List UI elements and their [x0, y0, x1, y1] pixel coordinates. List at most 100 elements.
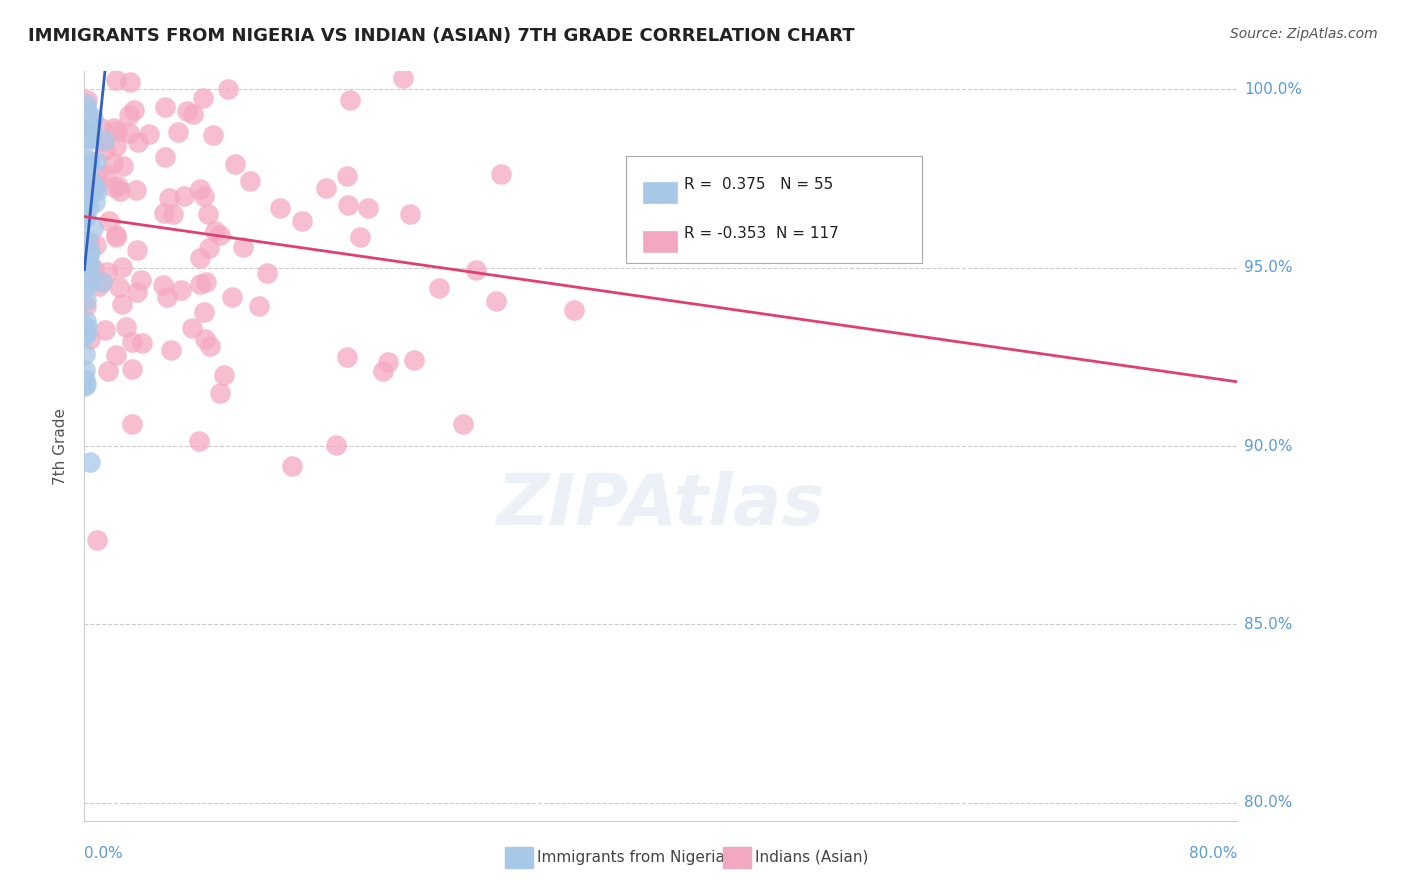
- Point: [121, 362, 143, 376]
- Point: [79, 245, 101, 260]
- Point: [118, 126, 141, 140]
- Point: [75, 314, 97, 328]
- Text: R =  0.375   N = 55: R = 0.375 N = 55: [685, 177, 834, 192]
- Point: [111, 297, 134, 311]
- Point: [107, 280, 129, 294]
- Point: [104, 139, 127, 153]
- Point: [93, 323, 115, 337]
- Point: [121, 334, 143, 349]
- Point: [104, 348, 127, 362]
- Point: [83, 178, 105, 193]
- Point: [291, 214, 314, 228]
- Point: [224, 157, 246, 171]
- Point: [98, 214, 121, 228]
- Point: [330, 50, 353, 64]
- Point: [75, 272, 97, 286]
- Point: [125, 184, 148, 198]
- Point: [195, 275, 218, 289]
- Point: [166, 125, 188, 139]
- Point: [75, 135, 97, 149]
- Point: [79, 130, 101, 145]
- Point: [127, 285, 149, 299]
- Point: [153, 100, 176, 114]
- Point: [247, 299, 270, 313]
- Point: [75, 209, 97, 223]
- Text: 80.0%: 80.0%: [1244, 796, 1292, 810]
- Point: [404, 352, 426, 367]
- Point: [157, 191, 180, 205]
- Point: [75, 327, 97, 342]
- Point: [131, 336, 153, 351]
- Point: [73, 327, 96, 342]
- Point: [76, 234, 98, 248]
- Point: [336, 350, 359, 364]
- Y-axis label: 7th Grade: 7th Grade: [53, 408, 69, 484]
- Point: [160, 343, 183, 357]
- Point: [391, 71, 413, 86]
- Point: [87, 168, 110, 182]
- Point: [208, 227, 231, 242]
- Point: [377, 355, 399, 369]
- Point: [103, 121, 125, 136]
- Point: [465, 262, 488, 277]
- Point: [193, 305, 215, 319]
- Point: [152, 278, 174, 293]
- Point: [80, 122, 103, 136]
- Point: [84, 179, 107, 194]
- Point: [82, 112, 104, 126]
- Text: ZIPAtlas: ZIPAtlas: [496, 472, 825, 541]
- Point: [77, 186, 100, 200]
- Point: [80, 114, 103, 128]
- Text: Source: ZipAtlas.com: Source: ZipAtlas.com: [1230, 27, 1378, 41]
- Point: [239, 174, 262, 188]
- Point: [197, 207, 219, 221]
- Point: [325, 438, 347, 452]
- Point: [214, 368, 236, 382]
- Point: [398, 207, 420, 221]
- Point: [80, 273, 103, 287]
- Point: [105, 124, 128, 138]
- Point: [489, 168, 512, 182]
- Text: 95.0%: 95.0%: [1244, 260, 1292, 275]
- Point: [96, 168, 118, 182]
- Point: [75, 97, 97, 112]
- Text: 85.0%: 85.0%: [1244, 617, 1292, 632]
- Point: [201, 128, 224, 143]
- Point: [562, 302, 585, 317]
- Point: [103, 156, 125, 170]
- Point: [180, 321, 202, 335]
- Point: [176, 104, 198, 119]
- Point: [87, 278, 110, 293]
- Point: [150, 46, 173, 61]
- Point: [75, 189, 97, 203]
- Point: [93, 46, 115, 61]
- Point: [127, 135, 149, 149]
- Point: [118, 108, 141, 122]
- Text: Immigrants from Nigeria: Immigrants from Nigeria: [537, 850, 725, 864]
- Point: [138, 127, 160, 141]
- Point: [111, 159, 134, 173]
- Point: [217, 82, 239, 96]
- Point: [76, 93, 98, 107]
- Point: [79, 155, 101, 169]
- Point: [107, 178, 129, 193]
- Point: [77, 243, 100, 257]
- Point: [269, 201, 291, 215]
- Point: [73, 347, 96, 361]
- Point: [188, 251, 211, 265]
- Point: [83, 262, 105, 277]
- Point: [122, 103, 145, 117]
- Text: 0.0%: 0.0%: [84, 846, 124, 861]
- Point: [191, 91, 214, 105]
- Point: [79, 173, 101, 187]
- Point: [170, 283, 193, 297]
- Point: [77, 200, 100, 214]
- Point: [93, 143, 115, 157]
- Point: [371, 364, 394, 378]
- Point: [75, 293, 97, 307]
- Point: [86, 185, 108, 199]
- Point: [84, 237, 107, 252]
- Point: [93, 46, 115, 61]
- Point: [82, 220, 104, 235]
- Point: [204, 224, 226, 238]
